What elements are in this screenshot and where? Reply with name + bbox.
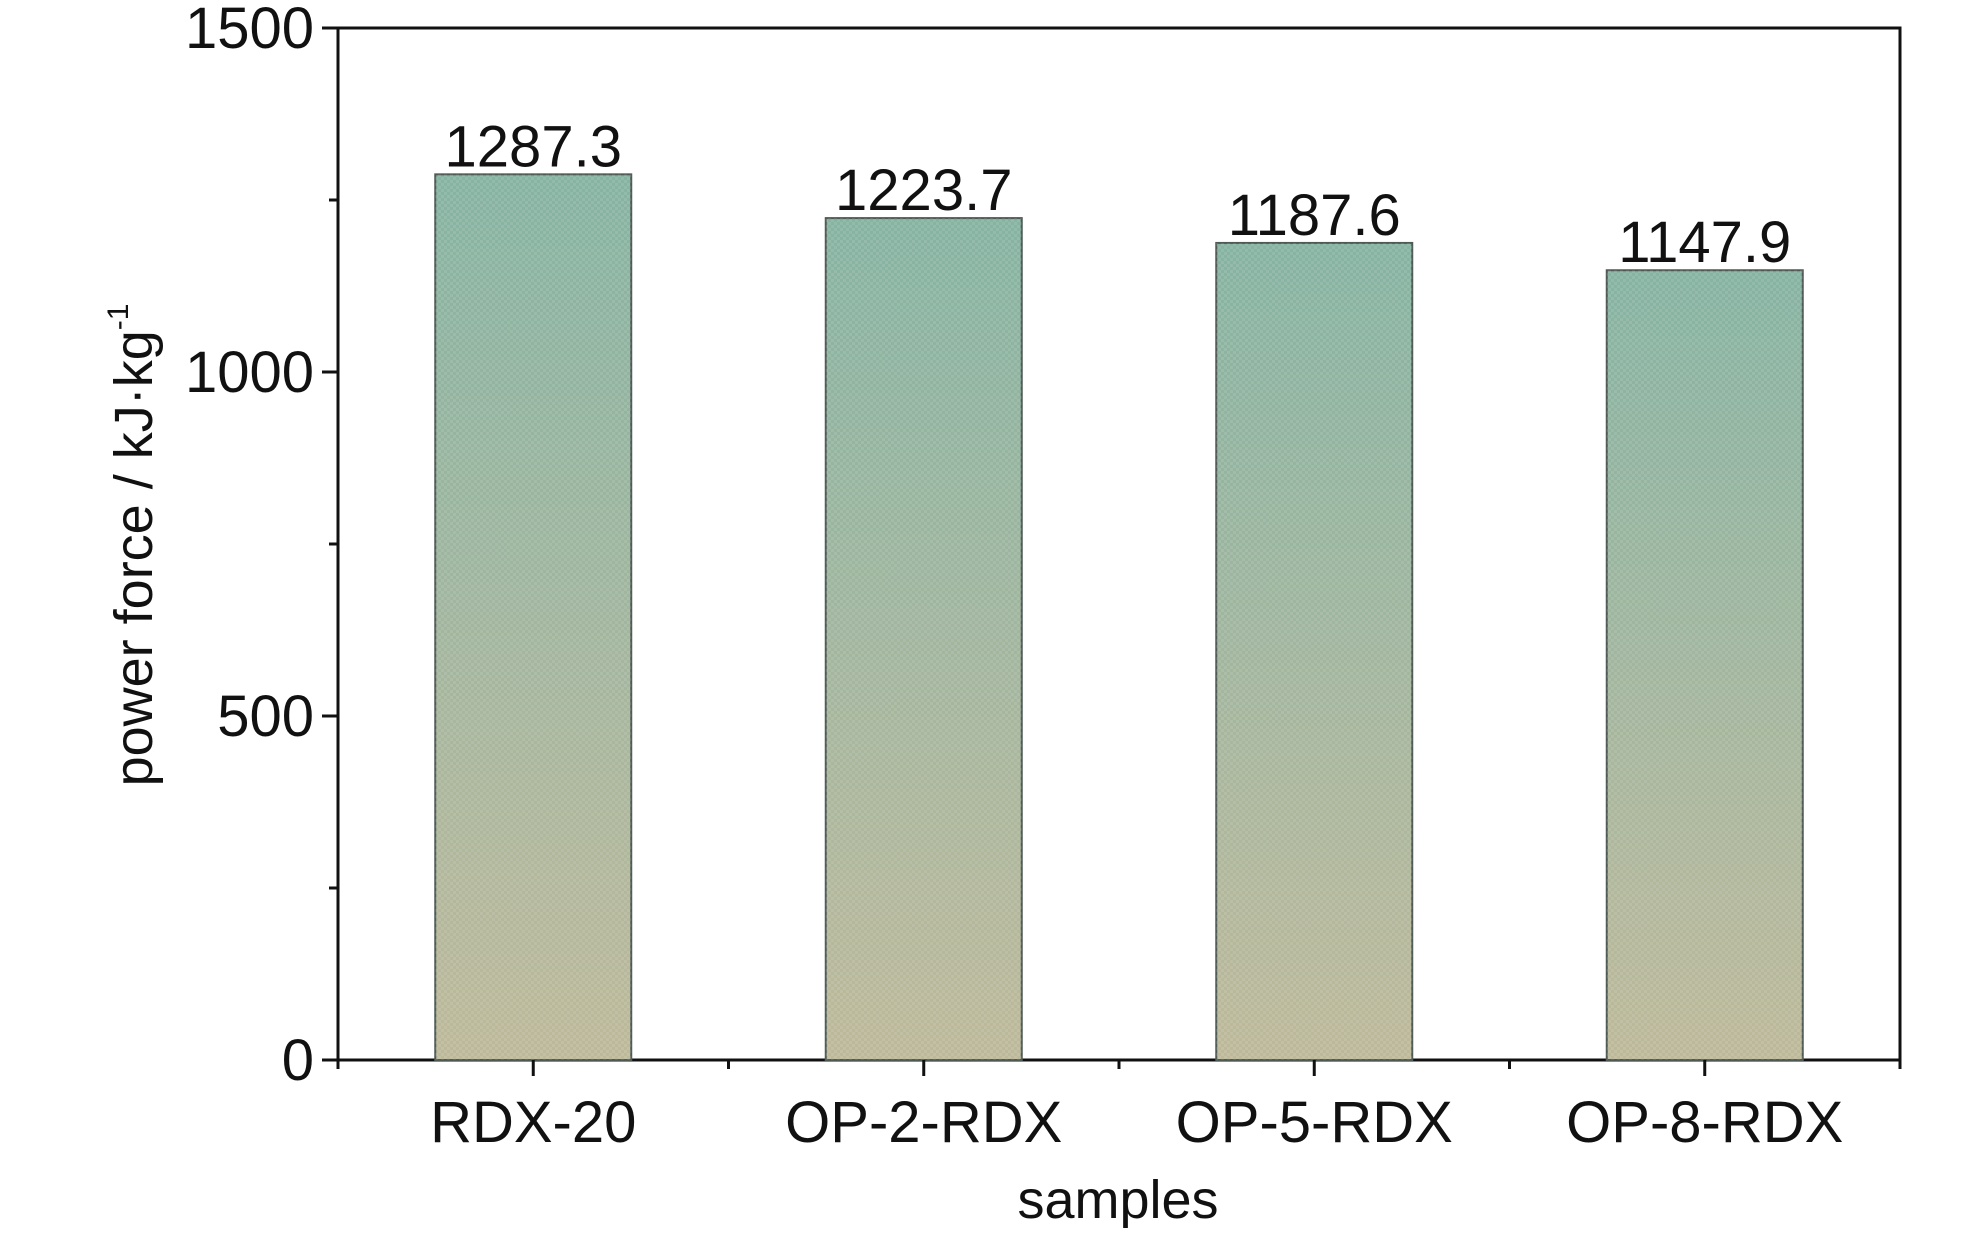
bar-texture <box>825 218 1022 1060</box>
data-label: 1287.3 <box>445 114 622 179</box>
x-tick-label: OP-8-RDX <box>1566 1090 1843 1155</box>
y-axis-title-superscript: -1 <box>102 304 135 331</box>
data-label: 1147.9 <box>1618 210 1791 275</box>
bars-layer <box>434 173 1804 1062</box>
data-label: 1223.7 <box>835 158 1012 223</box>
y-tick-label: 0 <box>282 1028 314 1093</box>
y-tick-label: 500 <box>217 684 314 749</box>
x-tick-label: OP-2-RDX <box>785 1090 1062 1155</box>
data-labels-layer: 1287.3 1223.7 1187.6 1147.9 <box>445 114 1792 275</box>
x-axis: RDX-20 OP-2-RDX OP-5-RDX OP-8-RDX <box>336 1060 1902 1155</box>
y-tick-label: 1000 <box>185 340 314 405</box>
y-axis-title-main: power force / kJ·kg <box>104 330 164 786</box>
data-label: 1187.6 <box>1228 183 1401 248</box>
x-tick-label: RDX-20 <box>430 1090 636 1155</box>
x-tick-label: OP-5-RDX <box>1176 1090 1453 1155</box>
bar-texture <box>1216 242 1413 1060</box>
y-axis: 0 500 1000 1500 <box>185 0 338 1093</box>
x-axis-title: samples <box>1017 1170 1218 1228</box>
y-axis-title: power force / kJ·kg-1 <box>102 304 164 787</box>
bar-texture <box>1606 270 1803 1060</box>
bar-texture <box>435 174 632 1061</box>
y-tick-label: 1500 <box>185 0 314 61</box>
